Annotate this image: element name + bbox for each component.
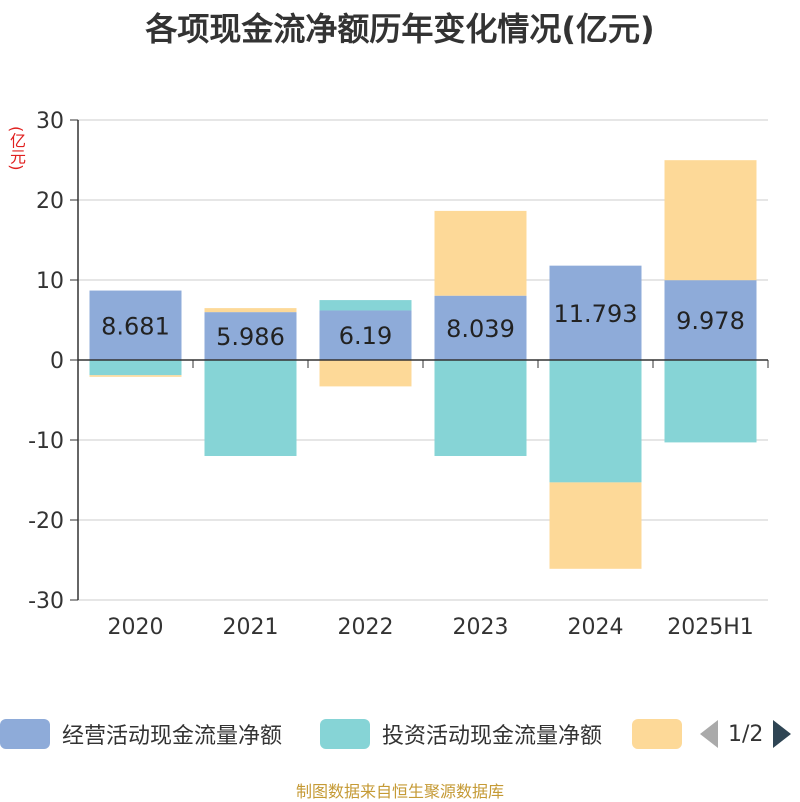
bar-series1 [89, 360, 182, 376]
bar-series1 [664, 360, 757, 443]
y-tick-label: -10 [28, 429, 64, 454]
y-tick-label: 0 [50, 349, 64, 374]
bar-series0 [549, 265, 642, 360]
bar-series2 [549, 482, 642, 569]
legend-page-indicator: 1/2 [728, 721, 764, 747]
legend-item-operating[interactable]: 经营活动现金流量净额 [0, 716, 282, 752]
chart-title: 各项现金流净额历年变化情况(亿元) [145, 10, 655, 48]
bar-series1 [434, 360, 527, 456]
legend-item-financing[interactable] [632, 716, 694, 752]
legend-swatch-operating [0, 719, 50, 749]
legend: 经营活动现金流量净额 投资活动现金流量净额 1/2 [0, 716, 800, 752]
data-label: 8.039 [446, 315, 515, 343]
data-label: 9.978 [676, 307, 745, 335]
legend-label-investing: 投资活动现金流量净额 [382, 724, 603, 749]
y-tick-label: 20 [36, 189, 64, 214]
legend-prev-icon[interactable] [700, 720, 718, 748]
x-tick-label: 2024 [568, 615, 624, 640]
legend-item-investing[interactable]: 投资活动现金流量净额 [320, 716, 602, 752]
bar-series1 [549, 360, 642, 483]
data-label: 5.986 [216, 323, 285, 351]
data-label: 6.19 [339, 322, 392, 350]
bar-series0 [204, 312, 297, 360]
y-tick-label: -30 [28, 589, 64, 614]
legend-swatch-investing [320, 719, 370, 749]
x-tick-label: 2023 [453, 615, 509, 640]
legend-swatch-financing [632, 719, 682, 749]
x-tick-label: 2021 [223, 615, 279, 640]
bar-series2 [89, 375, 182, 377]
bar-series0 [434, 295, 527, 360]
bar-series0 [664, 280, 757, 360]
bar-series0 [319, 310, 412, 360]
bar-series2 [319, 360, 412, 387]
bar-series2 [664, 160, 757, 281]
legend-pager: 1/2 [700, 716, 792, 752]
x-tick-label: 2020 [108, 615, 164, 640]
y-tick-label: -20 [28, 509, 64, 534]
data-label: 8.681 [101, 312, 170, 340]
x-tick-label: 2025H1 [667, 615, 754, 640]
bar-chart: 30 20 10 0 -10 -20 -30 8.681 5.986 6.19 8.039 11.79… [28, 109, 769, 640]
x-tick-label: 2022 [338, 615, 394, 640]
bar-series2 [204, 308, 297, 313]
legend-next-icon[interactable] [773, 720, 792, 748]
data-label: 11.793 [554, 300, 638, 328]
y-tick-label: 30 [36, 109, 64, 134]
legend-label-operating: 经营活动现金流量净额 [62, 724, 283, 749]
data-source: 制图数据来自恒生聚源数据库 [295, 782, 504, 801]
bar-series0 [89, 290, 182, 360]
bar-series2 [434, 210, 527, 296]
y-tick-label: 10 [36, 269, 64, 294]
y-axis-unit: (亿元) [7, 125, 26, 171]
bar-series1 [204, 360, 297, 456]
bar-series1 [319, 300, 412, 311]
